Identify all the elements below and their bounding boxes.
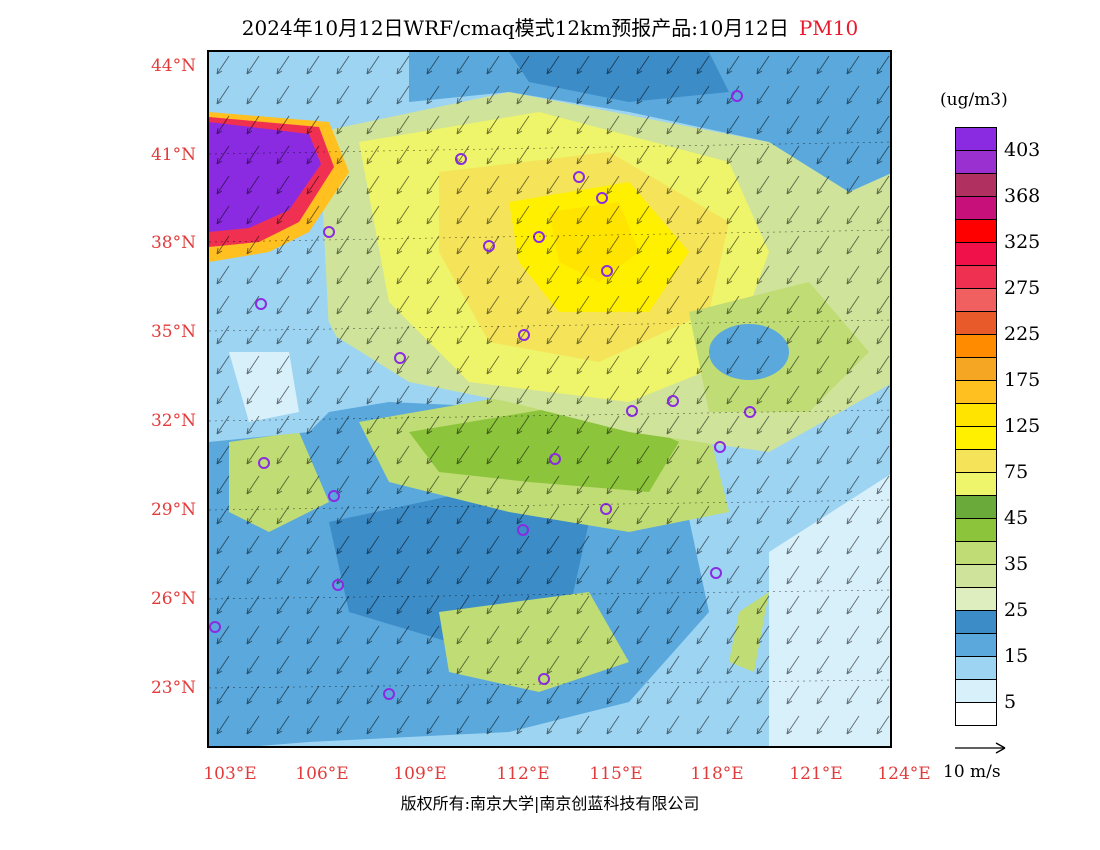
title-text: 2024年10月12日WRF/cmaq模式12km预报产品:10月12日 [241, 16, 789, 40]
legend-swatch [955, 289, 997, 312]
forecast-map [207, 50, 892, 748]
wind-reference-label: 10 m/s [943, 762, 1001, 782]
legend-swatch [955, 450, 997, 473]
lon-tick: 109°E [393, 764, 447, 784]
legend-unit: (ug/m3) [940, 90, 1008, 110]
legend-label: 75 [1004, 461, 1029, 483]
legend-swatch [955, 588, 997, 611]
legend-swatch [955, 657, 997, 680]
lat-tick: 29°N [150, 500, 196, 520]
legend-swatch [955, 243, 997, 266]
legend-label: 175 [1004, 369, 1041, 391]
legend-label: 125 [1004, 415, 1041, 437]
legend-label: 325 [1004, 231, 1041, 253]
legend-swatch [955, 381, 997, 404]
lat-tick: 41°N [150, 145, 196, 165]
lat-tick: 23°N [150, 678, 196, 698]
legend-swatch [955, 703, 997, 726]
legend-label: 368 [1004, 185, 1041, 207]
legend-label: 35 [1004, 553, 1029, 575]
legend-swatch [955, 542, 997, 565]
lon-tick: 103°E [203, 764, 257, 784]
chart-title: 2024年10月12日WRF/cmaq模式12km预报产品:10月12日 PM10 [0, 12, 1100, 41]
legend-label: 5 [1004, 691, 1017, 713]
legend-swatch [955, 358, 997, 381]
legend-swatch [955, 151, 997, 174]
legend-swatch [955, 427, 997, 450]
legend-swatch [955, 335, 997, 358]
legend-swatch [955, 127, 997, 151]
legend-swatch [955, 634, 997, 657]
color-legend [955, 127, 997, 726]
wind-reference-arrow-icon [955, 742, 1006, 754]
lat-tick: 26°N [150, 589, 196, 609]
legend-swatch [955, 519, 997, 542]
legend-swatch [955, 312, 997, 335]
copyright: 版权所有:南京大学|南京创蓝科技有限公司 [400, 794, 700, 813]
legend-label: 403 [1004, 139, 1041, 161]
pollutant-name: PM10 [798, 16, 859, 40]
concentration-field [209, 52, 890, 746]
lat-tick: 38°N [150, 233, 196, 253]
legend-label: 15 [1004, 645, 1029, 667]
legend-swatch [955, 611, 997, 634]
lat-tick: 44°N [150, 56, 196, 76]
legend-swatch [955, 404, 997, 427]
lon-tick: 115°E [589, 764, 643, 784]
lon-tick: 118°E [690, 764, 744, 784]
lon-tick: 106°E [295, 764, 349, 784]
legend-swatch [955, 174, 997, 197]
lat-tick: 35°N [150, 322, 196, 342]
legend-swatch [955, 565, 997, 588]
legend-label: 45 [1004, 507, 1029, 529]
legend-swatch [955, 266, 997, 289]
legend-label: 225 [1004, 323, 1041, 345]
legend-swatch [955, 220, 997, 243]
legend-swatch [955, 197, 997, 220]
legend-swatch [955, 473, 997, 496]
lat-tick: 32°N [150, 411, 196, 431]
legend-label: 25 [1004, 599, 1029, 621]
lon-tick: 121°E [789, 764, 843, 784]
lon-tick: 112°E [496, 764, 550, 784]
legend-swatch [955, 680, 997, 703]
lon-tick: 124°E [877, 764, 931, 784]
legend-swatch [955, 496, 997, 519]
legend-label: 275 [1004, 277, 1041, 299]
